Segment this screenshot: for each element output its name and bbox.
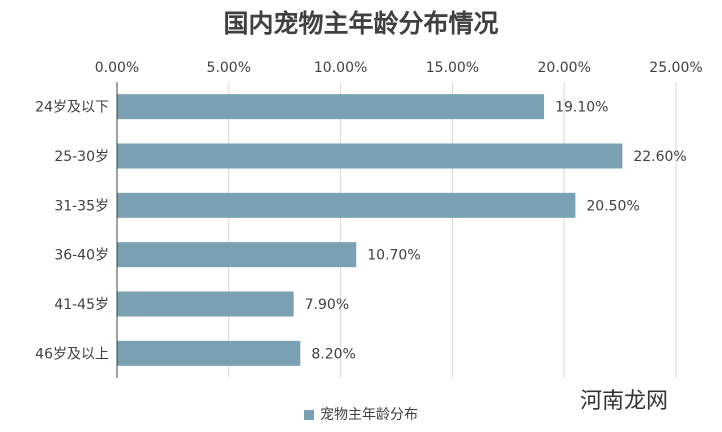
x-axis-ticks: 0.00% 5.00% 10.00% 15.00% 20.00% 25.00% [95, 60, 703, 76]
data-label: 22.60% [633, 149, 686, 165]
category-label: 46岁及以上 [35, 346, 109, 362]
bars [117, 94, 623, 366]
data-label: 7.90% [305, 297, 349, 313]
x-tick-label: 5.00% [207, 60, 251, 76]
data-label: 19.10% [555, 100, 608, 116]
x-tick-label: 25.00% [649, 60, 702, 76]
category-label: 36-40岁 [54, 248, 109, 264]
watermark: 河南龙网 [580, 389, 669, 414]
data-labels: 19.10% 22.60% 20.50% 10.70% 7.90% 8.20% [305, 100, 687, 363]
category-label: 41-45岁 [54, 297, 109, 313]
legend-label: 宠物主年龄分布 [320, 407, 418, 423]
x-tick-label: 0.00% [95, 60, 139, 76]
bar [117, 192, 576, 218]
bar [117, 291, 294, 317]
grid-lines [228, 82, 677, 378]
category-label: 25-30岁 [54, 149, 109, 165]
x-tick-label: 20.00% [538, 60, 591, 76]
data-label: 10.70% [367, 248, 420, 264]
category-labels: 24岁及以下 25-30岁 31-35岁 36-40岁 41-45岁 46岁及以上 [35, 100, 109, 363]
x-tick-label: 10.00% [314, 60, 367, 76]
data-label: 20.50% [586, 198, 639, 214]
bar [117, 94, 545, 120]
category-label: 24岁及以下 [35, 100, 109, 116]
data-label: 8.20% [311, 346, 355, 362]
category-label: 31-35岁 [54, 198, 109, 214]
chart-title: 国内宠物主年龄分布情况 [223, 9, 499, 38]
bar [117, 143, 623, 169]
x-tick-label: 15.00% [426, 60, 479, 76]
legend-swatch [304, 410, 314, 420]
bar [117, 242, 357, 268]
legend: 宠物主年龄分布 [0, 404, 722, 424]
bar [117, 340, 301, 366]
